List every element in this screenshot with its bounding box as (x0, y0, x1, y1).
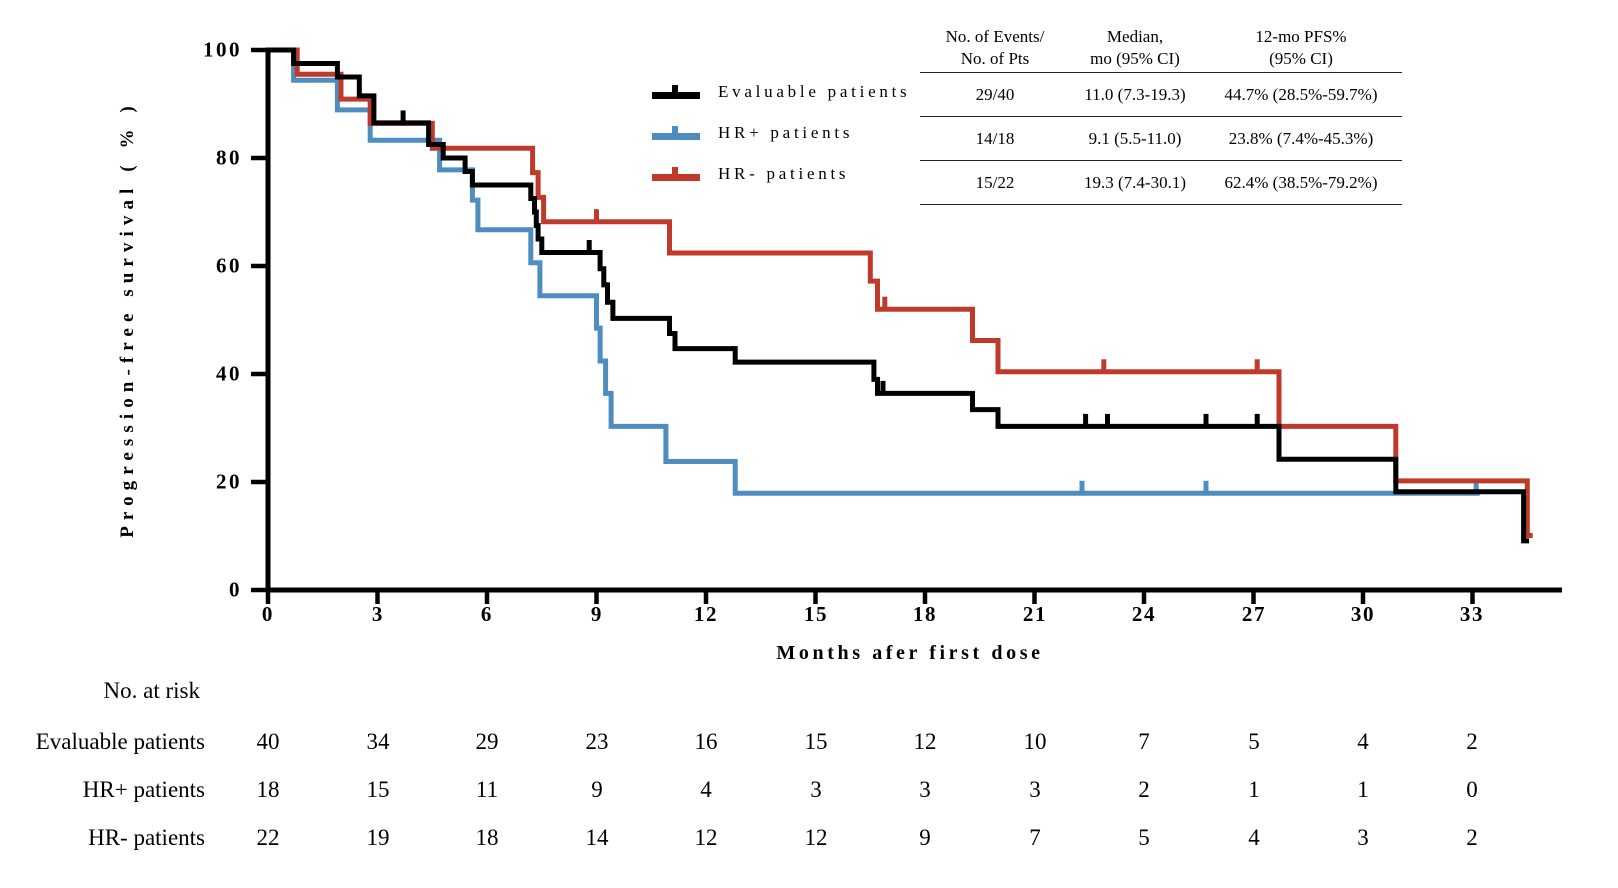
legend-label: HR+ patients (718, 123, 854, 142)
y-tick-label: 20 (215, 469, 242, 494)
y-tick-label: 60 (215, 253, 242, 278)
x-tick-label: 27 (1241, 602, 1267, 626)
risk-value: 3 (1357, 825, 1369, 850)
summary-table: No. of Events/No. of Pts Median, mo (95% … (920, 16, 1402, 205)
x-tick-label: 24 (1131, 602, 1157, 626)
risk-row-label-hr-plus: HR+ patients (82, 777, 205, 802)
x-tick-label: 33 (1459, 602, 1485, 626)
y-tick-label: 40 (215, 361, 242, 386)
y-tick-label: 80 (215, 145, 242, 170)
risk-value: 23 (585, 729, 609, 754)
y-tick-label: 100 (202, 37, 242, 62)
summary-header-events: No. of Events/No. of Pts (945, 26, 1045, 68)
risk-value: 5 (1248, 729, 1260, 754)
risk-value: 1 (1248, 777, 1260, 802)
risk-value: 19 (366, 825, 390, 850)
risk-value: 9 (591, 777, 603, 802)
summary-header-12mo-pfs: 12-mo PFS% (95% CI) (1255, 26, 1347, 68)
summary-cell: 19.3 (7.4-30.1) (1070, 160, 1200, 204)
x-tick-label: 30 (1350, 602, 1376, 626)
x-tick-label: 0 (261, 602, 275, 626)
summary-header-median: Median, mo (95% CI) (1090, 26, 1180, 68)
risk-value: 3 (1029, 777, 1041, 802)
y-axis-label: Progression-free survival ( % ) (117, 100, 138, 538)
x-tick-label: 15 (803, 602, 829, 626)
legend-swatch-blue (652, 123, 700, 143)
summary-cell: 44.7% (28.5%-59.7%) (1200, 72, 1402, 116)
legend-label: HR- patients (718, 164, 850, 183)
summary-cell: 9.1 (5.5-11.0) (1070, 116, 1200, 160)
risk-value: 11 (475, 777, 499, 802)
risk-value: 3 (810, 777, 822, 802)
x-tick-label: 12 (693, 602, 719, 626)
x-tick-label: 3 (371, 602, 385, 626)
summary-cell: 15/22 (920, 160, 1070, 204)
risk-value: 15 (804, 729, 828, 754)
summary-cell: 14/18 (920, 116, 1070, 160)
risk-row-label-evaluable: Evaluable patients (35, 729, 205, 754)
risk-value: 7 (1029, 825, 1041, 850)
risk-value: 15 (366, 777, 390, 802)
risk-value: 4 (1248, 825, 1260, 850)
risk-value: 9 (919, 825, 931, 850)
summary-cell: 11.0 (7.3-19.3) (1070, 72, 1200, 116)
risk-value: 34 (366, 729, 390, 754)
risk-value: 18 (475, 825, 499, 850)
risk-value: 1 (1357, 777, 1369, 802)
risk-value: 2 (1466, 729, 1478, 754)
x-tick-label: 21 (1022, 602, 1048, 626)
risk-value: 4 (700, 777, 712, 802)
risk-value: 10 (1023, 729, 1047, 754)
summary-cell: 29/40 (920, 72, 1070, 116)
risk-value: 2 (1466, 825, 1478, 850)
risk-value: 3 (919, 777, 931, 802)
risk-value: 40 (256, 729, 280, 754)
risk-value: 12 (804, 825, 828, 850)
legend-swatch-red (652, 164, 700, 184)
risk-value: 0 (1466, 777, 1478, 802)
risk-value: 2 (1138, 777, 1150, 802)
risk-value: 5 (1138, 825, 1150, 850)
risk-row-label-hr-minus: HR- patients (88, 825, 205, 850)
risk-value: 16 (694, 729, 718, 754)
summary-cell: 62.4% (38.5%-79.2%) (1200, 160, 1402, 204)
x-axis-label: Months afer first dose (776, 642, 1044, 664)
risk-value: 12 (694, 825, 718, 850)
legend-swatch-black (652, 82, 700, 102)
risk-value: 29 (475, 729, 499, 754)
risk-value: 18 (256, 777, 280, 802)
risk-value: 14 (585, 825, 609, 850)
summary-cell: 23.8% (7.4%-45.3%) (1200, 116, 1402, 160)
risk-value: 4 (1357, 729, 1369, 754)
risk-value: 12 (913, 729, 937, 754)
risk-value: 22 (256, 825, 280, 850)
x-tick-label: 9 (590, 602, 604, 626)
x-tick-label: 6 (480, 602, 494, 626)
risk-table-title: No. at risk (103, 678, 200, 703)
x-tick-label: 18 (912, 602, 938, 626)
legend-label: Evaluable patients (718, 82, 911, 101)
risk-value: 7 (1138, 729, 1150, 754)
y-tick-label: 0 (228, 577, 242, 602)
